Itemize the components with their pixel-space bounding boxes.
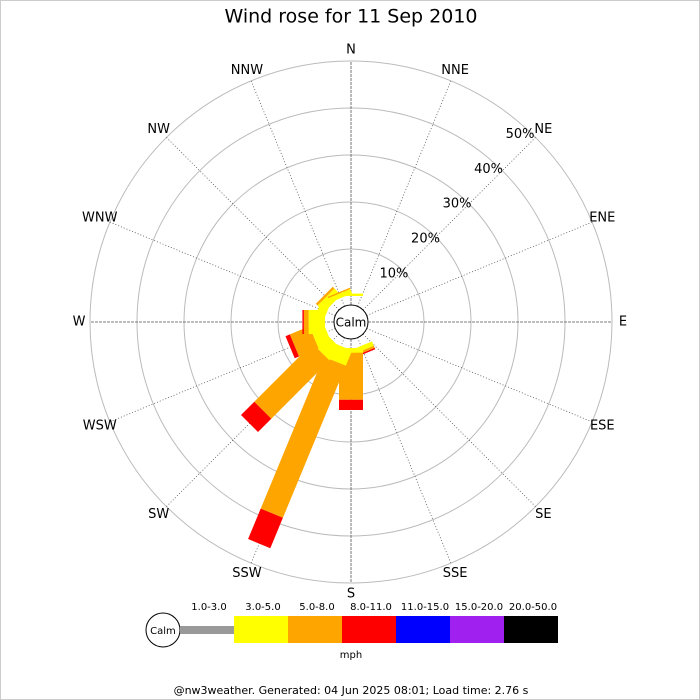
legend-label: 11.0-15.0	[401, 602, 449, 613]
ring-label: 20%	[411, 232, 440, 247]
rose-segment	[285, 334, 299, 359]
legend-swatch	[234, 616, 288, 643]
rose-segment	[328, 289, 353, 303]
direction-label: SSE	[443, 566, 468, 581]
direction-label: SSW	[232, 566, 262, 581]
direction-label: W	[73, 315, 86, 330]
direction-label: S	[347, 587, 355, 602]
rose-segment	[315, 286, 335, 306]
direction-label: N	[346, 43, 356, 58]
ring-label: 50%	[506, 127, 535, 142]
direction-label: WNW	[82, 210, 118, 225]
direction-label: NNW	[231, 63, 263, 78]
rose-segment	[327, 287, 351, 299]
direction-label: SE	[535, 507, 551, 522]
legend-label: 1.0-3.0	[191, 602, 226, 613]
direction-label: SW	[148, 507, 169, 522]
direction-label: ENE	[589, 210, 615, 225]
legend-label: 3.0-5.0	[245, 602, 280, 613]
rose-segment	[339, 399, 363, 410]
legend-swatch	[396, 616, 450, 643]
direction-label: NW	[147, 122, 170, 137]
rose-segment	[241, 401, 272, 432]
rose-segment	[303, 310, 309, 334]
ring-label: 40%	[474, 162, 503, 177]
direction-label: WSW	[83, 419, 117, 434]
direction-label: ESE	[590, 419, 615, 434]
footer: @nw3weather. Generated: 04 Jun 2025 08:0…	[174, 684, 529, 697]
legend-label: 5.0-8.0	[299, 602, 334, 613]
calm-label: Calm	[336, 316, 367, 330]
ring-label: 10%	[380, 266, 409, 281]
legend-calm-label: Calm	[150, 626, 176, 637]
direction-label: E	[619, 315, 627, 330]
rose-segment	[260, 356, 346, 518]
legend-swatch	[342, 616, 396, 643]
ring	[89, 60, 613, 584]
legend-swatch	[180, 626, 234, 634]
legend-label: 15.0-20.0	[455, 602, 503, 613]
rose-segment	[248, 508, 283, 549]
chart-title: Wind rose for 11 Sep 2010	[224, 6, 477, 28]
legend-label: 8.0-11.0	[350, 602, 392, 613]
legend-swatch	[504, 616, 558, 643]
calm-circle	[333, 304, 369, 340]
direction-label: NE	[534, 122, 552, 137]
unit-label: mph	[340, 650, 362, 661]
legend-swatch	[288, 616, 342, 643]
rose-segment	[254, 343, 330, 419]
legend-swatch	[450, 616, 504, 643]
ring-label: 30%	[443, 197, 472, 212]
legend-label: 20.0-50.0	[509, 602, 557, 613]
direction-label: NNE	[441, 63, 469, 78]
rose-segment	[302, 310, 304, 334]
